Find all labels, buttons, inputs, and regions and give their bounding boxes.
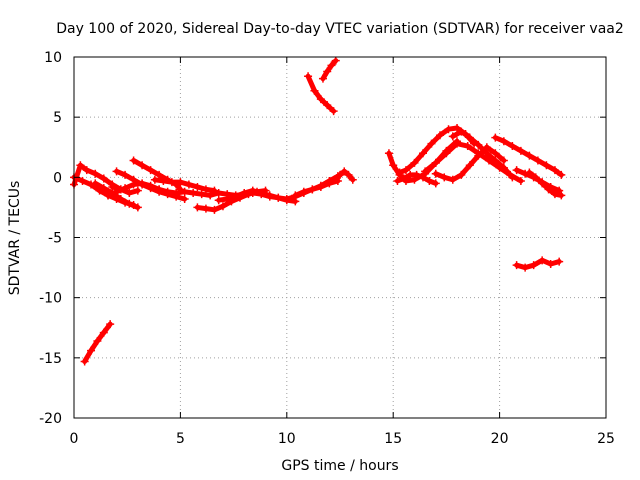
series-trace xyxy=(101,321,113,336)
y-axis-label: SDTVAR / TECUs xyxy=(7,181,23,296)
tick-marks xyxy=(73,56,607,419)
data-points xyxy=(70,56,566,366)
y-tick-label: 10 xyxy=(44,50,62,66)
data-point xyxy=(557,170,566,179)
grid-lines xyxy=(74,57,606,418)
y-tick-label: -20 xyxy=(39,411,62,427)
y-tick-label: -15 xyxy=(39,351,62,367)
y-tick-label: -5 xyxy=(48,231,62,247)
y-tick-label: 5 xyxy=(53,110,62,126)
series-seg26 xyxy=(512,256,564,272)
series-trace xyxy=(552,167,564,178)
series-seg16 xyxy=(80,320,115,366)
y-tick-label: -10 xyxy=(39,291,62,307)
x-tick-label: 5 xyxy=(176,431,185,447)
y-tick-labels: 10 5 0 -5 -10 -15 -20 xyxy=(39,50,62,427)
data-point xyxy=(133,203,142,212)
x-tick-labels: 0 5 10 15 20 25 xyxy=(70,431,615,447)
series-trace xyxy=(492,150,507,163)
data-point xyxy=(180,194,189,203)
series-trace xyxy=(501,165,515,180)
series-seg11 xyxy=(214,186,300,206)
series-seg12 xyxy=(291,176,342,200)
data-point xyxy=(431,179,440,188)
series-trace xyxy=(305,73,317,94)
data-point xyxy=(557,191,566,200)
x-tick-label: 0 xyxy=(70,431,79,447)
series-seg23 xyxy=(491,133,566,179)
series-seg13 xyxy=(331,167,357,184)
chart-title: Day 100 of 2020, Sidereal Day-to-day VTE… xyxy=(56,21,624,37)
x-tick-label: 25 xyxy=(597,431,615,447)
data-point xyxy=(516,176,525,185)
series-trace xyxy=(71,162,83,188)
series-trace xyxy=(324,102,337,114)
y-tick-label: 0 xyxy=(53,170,62,186)
data-point xyxy=(508,173,517,182)
data-point xyxy=(331,56,340,65)
x-axis-label: GPS time / hours xyxy=(281,458,398,474)
data-point xyxy=(499,156,508,165)
data-point xyxy=(133,186,142,195)
data-point xyxy=(329,107,338,116)
data-point xyxy=(555,257,564,266)
series-seg15 xyxy=(318,56,340,83)
series-seg14 xyxy=(304,72,338,116)
series-seg25 xyxy=(525,168,566,200)
x-tick-label: 20 xyxy=(491,431,509,447)
data-point xyxy=(348,175,357,184)
series-seg19 xyxy=(393,170,440,188)
series-seg8 xyxy=(150,175,219,195)
series-seg22 xyxy=(448,127,517,182)
x-tick-label: 10 xyxy=(278,431,296,447)
x-tick-label: 15 xyxy=(384,431,402,447)
data-point xyxy=(106,320,115,329)
